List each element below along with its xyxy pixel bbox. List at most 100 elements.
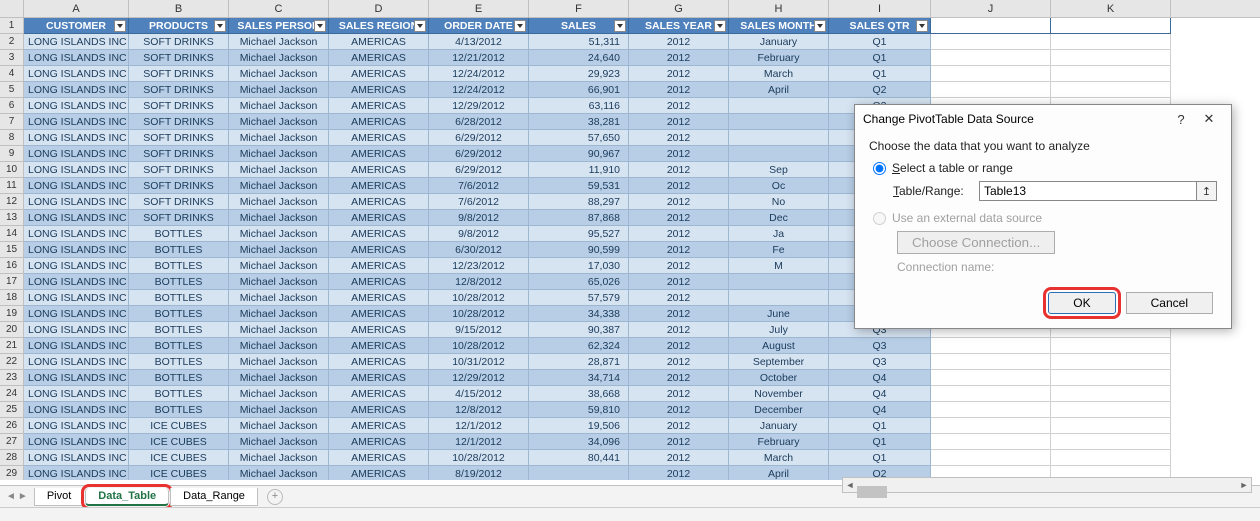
table-cell[interactable]: No [729, 194, 829, 210]
table-cell[interactable]: LONG ISLANDS INC [24, 306, 129, 322]
table-cell[interactable]: Michael Jackson [229, 66, 329, 82]
table-cell[interactable]: LONG ISLANDS INC [24, 178, 129, 194]
table-cell[interactable] [529, 466, 629, 480]
table-cell[interactable]: 80,441 [529, 450, 629, 466]
table-cell[interactable]: AMERICAS [329, 98, 429, 114]
table-cell[interactable]: 2012 [629, 418, 729, 434]
table-cell[interactable]: SOFT DRINKS [129, 114, 229, 130]
empty-cell[interactable] [1051, 386, 1171, 402]
table-cell[interactable]: 12/1/2012 [429, 418, 529, 434]
table-cell[interactable]: SOFT DRINKS [129, 66, 229, 82]
empty-cell[interactable] [931, 338, 1051, 354]
table-cell[interactable]: 59,531 [529, 178, 629, 194]
table-cell[interactable]: 28,871 [529, 354, 629, 370]
table-cell[interactable]: AMERICAS [329, 50, 429, 66]
sheet-tab[interactable]: Pivot [34, 488, 84, 506]
table-cell[interactable]: Fe [729, 242, 829, 258]
table-cell[interactable]: 9/15/2012 [429, 322, 529, 338]
table-cell[interactable]: 6/30/2012 [429, 242, 529, 258]
table-cell[interactable]: 2012 [629, 146, 729, 162]
table-cell[interactable]: Q1 [829, 434, 931, 450]
table-cell[interactable]: Michael Jackson [229, 146, 329, 162]
table-cell[interactable]: Michael Jackson [229, 290, 329, 306]
table-cell[interactable]: April [729, 466, 829, 480]
table-cell[interactable]: 2012 [629, 210, 729, 226]
table-cell[interactable]: SOFT DRINKS [129, 130, 229, 146]
table-cell[interactable]: 12/8/2012 [429, 274, 529, 290]
row-header[interactable]: 20 [0, 322, 24, 338]
table-cell[interactable]: April [729, 82, 829, 98]
table-cell[interactable]: ICE CUBES [129, 434, 229, 450]
table-cell[interactable]: 2012 [629, 82, 729, 98]
table-cell[interactable]: 63,116 [529, 98, 629, 114]
table-cell[interactable]: Michael Jackson [229, 242, 329, 258]
dialog-titlebar[interactable]: Change PivotTable Data Source ? ✕ [855, 105, 1231, 133]
table-cell[interactable]: AMERICAS [329, 386, 429, 402]
table-cell[interactable]: 87,868 [529, 210, 629, 226]
empty-cell[interactable] [1051, 418, 1171, 434]
table-cell[interactable]: 2012 [629, 34, 729, 50]
table-cell[interactable]: 17,030 [529, 258, 629, 274]
table-cell[interactable]: 2012 [629, 354, 729, 370]
row-header[interactable]: 26 [0, 418, 24, 434]
table-cell[interactable]: 38,668 [529, 386, 629, 402]
table-cell[interactable]: Q1 [829, 50, 931, 66]
table-cell[interactable]: 10/28/2012 [429, 338, 529, 354]
sheet-tab[interactable]: Data_Range [170, 488, 258, 506]
table-cell[interactable]: 12/24/2012 [429, 66, 529, 82]
table-cell[interactable]: Ja [729, 226, 829, 242]
table-cell[interactable]: AMERICAS [329, 450, 429, 466]
row-header[interactable]: 9 [0, 146, 24, 162]
empty-cell[interactable] [1051, 370, 1171, 386]
table-cell[interactable]: Q1 [829, 418, 931, 434]
row-header[interactable]: 11 [0, 178, 24, 194]
table-cell[interactable]: AMERICAS [329, 354, 429, 370]
table-cell[interactable]: BOTTLES [129, 402, 229, 418]
table-cell[interactable]: December [729, 402, 829, 418]
table-cell[interactable] [729, 130, 829, 146]
table-cell[interactable]: ICE CUBES [129, 450, 229, 466]
table-cell[interactable] [729, 290, 829, 306]
column-header-F[interactable]: F [529, 0, 629, 17]
table-cell[interactable]: LONG ISLANDS INC [24, 258, 129, 274]
table-cell[interactable] [729, 146, 829, 162]
row-header[interactable]: 7 [0, 114, 24, 130]
table-cell[interactable]: SOFT DRINKS [129, 34, 229, 50]
empty-cell[interactable] [931, 418, 1051, 434]
table-cell[interactable]: AMERICAS [329, 434, 429, 450]
table-cell[interactable]: Michael Jackson [229, 338, 329, 354]
table-cell[interactable]: SOFT DRINKS [129, 194, 229, 210]
table-cell[interactable]: AMERICAS [329, 338, 429, 354]
table-cell[interactable]: BOTTLES [129, 258, 229, 274]
radio-select-table[interactable]: Select a table or range [873, 161, 1217, 175]
table-cell[interactable]: Michael Jackson [229, 162, 329, 178]
table-cell[interactable]: January [729, 418, 829, 434]
table-cell[interactable]: LONG ISLANDS INC [24, 370, 129, 386]
table-cell[interactable]: Michael Jackson [229, 418, 329, 434]
table-cell[interactable]: 2012 [629, 162, 729, 178]
close-button[interactable]: ✕ [1195, 111, 1223, 127]
table-cell[interactable]: 6/28/2012 [429, 114, 529, 130]
table-cell[interactable]: Q2 [829, 82, 931, 98]
table-cell[interactable]: Michael Jackson [229, 130, 329, 146]
empty-cell[interactable] [931, 450, 1051, 466]
column-header-B[interactable]: B [129, 0, 229, 17]
table-cell[interactable]: LONG ISLANDS INC [24, 242, 129, 258]
filter-dropdown-icon[interactable] [916, 20, 928, 32]
table-cell[interactable]: ICE CUBES [129, 418, 229, 434]
table-cell[interactable]: Q1 [829, 450, 931, 466]
row-header[interactable]: 27 [0, 434, 24, 450]
table-cell[interactable]: 95,527 [529, 226, 629, 242]
table-range-input[interactable] [979, 181, 1197, 201]
row-header[interactable]: 13 [0, 210, 24, 226]
row-header[interactable]: 17 [0, 274, 24, 290]
table-cell[interactable]: SOFT DRINKS [129, 82, 229, 98]
empty-cell[interactable] [931, 66, 1051, 82]
table-cell[interactable]: 57,579 [529, 290, 629, 306]
empty-cell[interactable] [931, 18, 1051, 34]
row-header[interactable]: 19 [0, 306, 24, 322]
table-cell[interactable]: 6/29/2012 [429, 146, 529, 162]
table-cell[interactable]: 12/29/2012 [429, 98, 529, 114]
table-cell[interactable]: 62,324 [529, 338, 629, 354]
table-cell[interactable]: 2012 [629, 130, 729, 146]
